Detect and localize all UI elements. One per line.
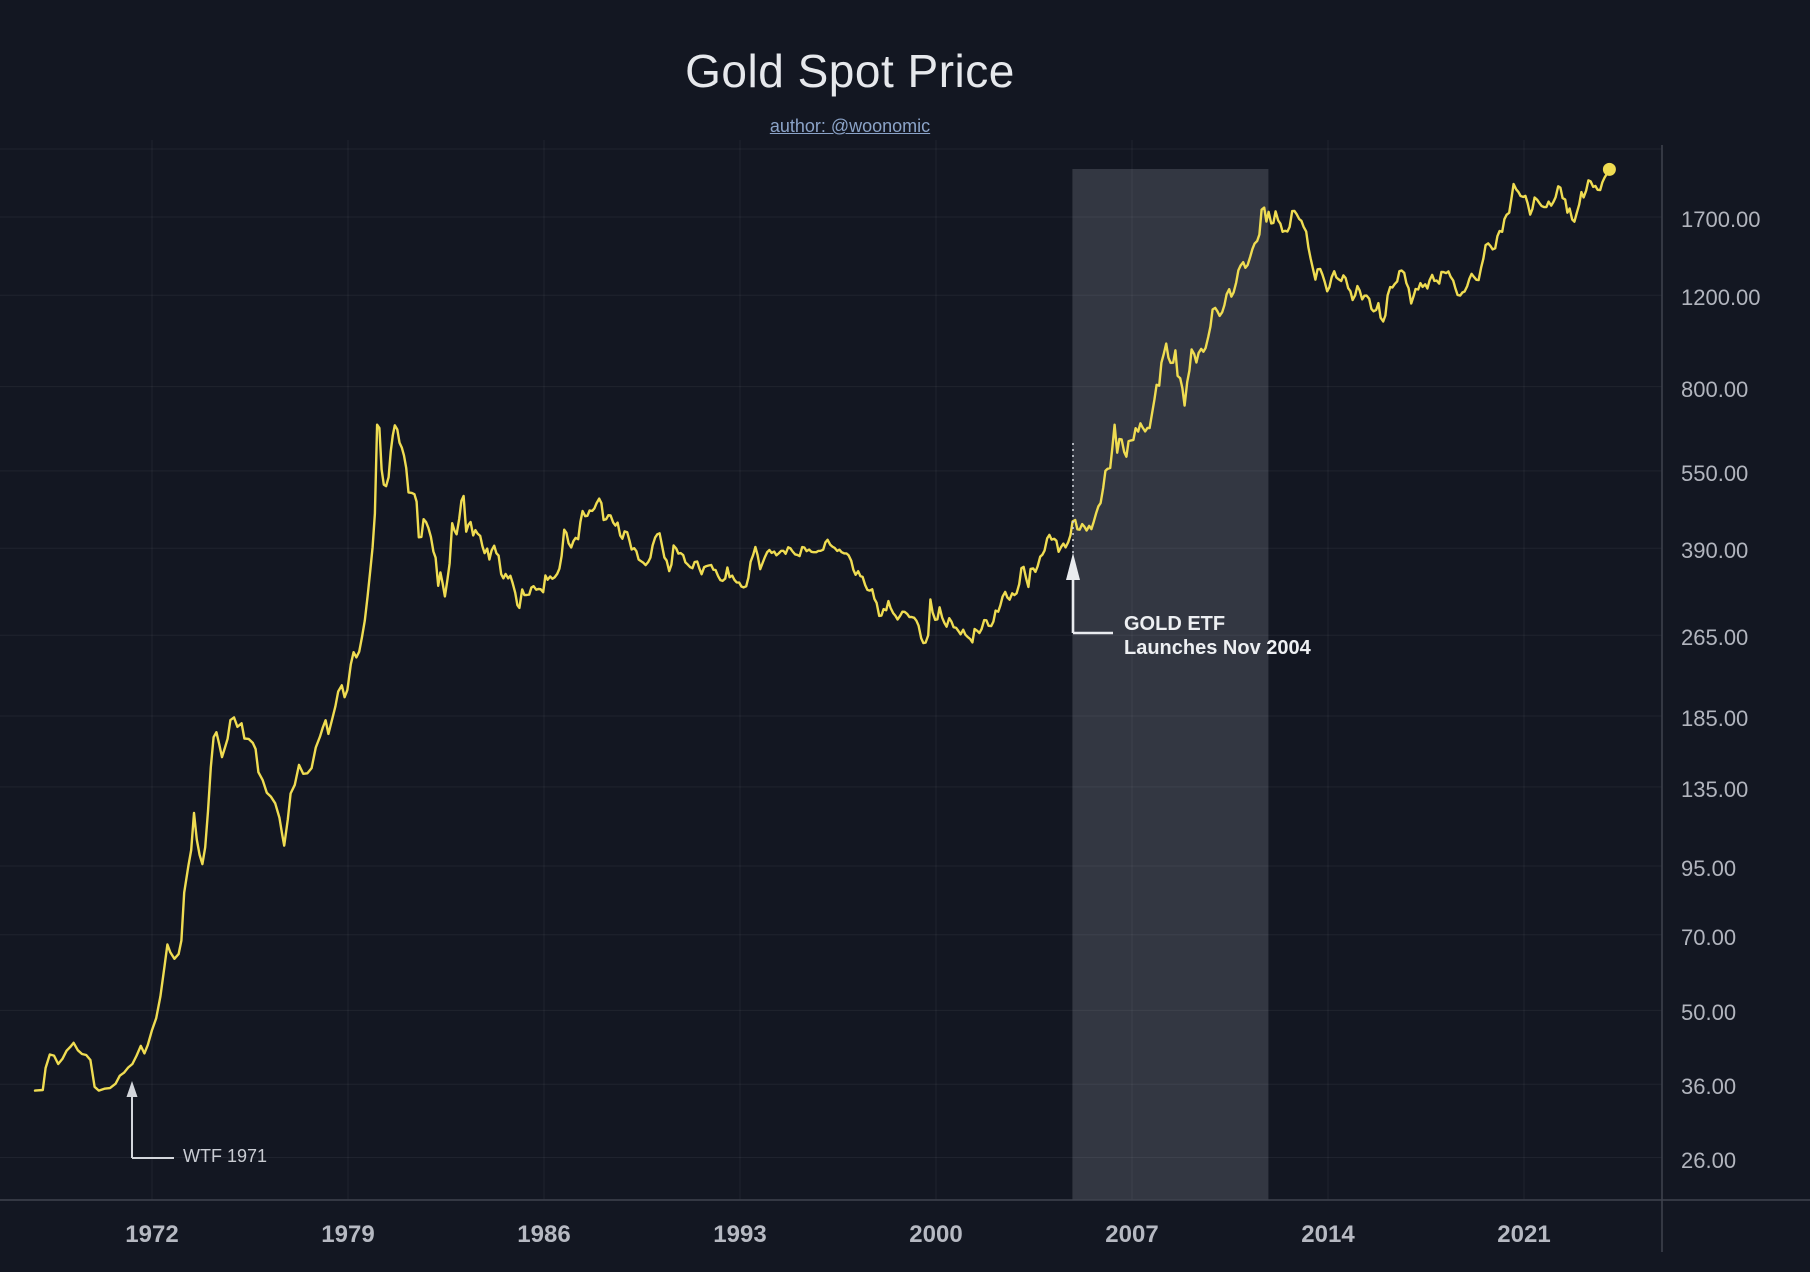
y-axis-label: 135.00 — [1681, 777, 1749, 802]
annotation-wtf-1971-label: WTF 1971 — [183, 1146, 268, 1166]
gold-etf-arrow — [1066, 443, 1113, 635]
wtf-1971-arrow — [126, 1081, 174, 1159]
last-price-marker — [1602, 162, 1616, 176]
y-axis-label: 800.00 — [1681, 377, 1749, 402]
annotation-gold-etf-line1: GOLD ETF — [1124, 613, 1226, 635]
x-axis-label: 2000 — [909, 1221, 963, 1248]
y-axis-label: 390.00 — [1681, 538, 1749, 563]
y-axis-label: 265.00 — [1681, 625, 1749, 650]
y-axis-label: 36.00 — [1681, 1074, 1737, 1099]
y-axis-label: 70.00 — [1681, 925, 1737, 950]
x-axis-label: 1986 — [517, 1221, 571, 1248]
axis-lines — [0, 145, 1810, 1252]
x-axis-label: 2021 — [1497, 1221, 1551, 1248]
etf-era-highlight-region — [1072, 169, 1269, 1200]
page-subtitle: author: @woonomic — [0, 116, 1700, 137]
x-axis-label: 1993 — [713, 1221, 767, 1248]
y-axis-label: 50.00 — [1681, 1000, 1737, 1025]
y-axis-label: 550.00 — [1681, 461, 1749, 486]
author-link[interactable]: author: @woonomic — [769, 116, 931, 136]
x-axis-label: 2007 — [1105, 1221, 1159, 1248]
y-axis-label: 1200.00 — [1681, 285, 1761, 310]
y-axis-label: 185.00 — [1681, 706, 1749, 731]
annotation-gold-etf-line2: Launches Nov 2004 — [1124, 637, 1311, 659]
annotation-gold-etf-label: GOLD ETF Launches Nov 2004 — [1124, 612, 1311, 660]
grid-lines — [0, 140, 1662, 1200]
gold-price-line — [33, 168, 1611, 1092]
y-axis-label: 95.00 — [1681, 856, 1737, 881]
y-axis-label: 1700.00 — [1681, 207, 1761, 232]
x-axis-label: 1979 — [321, 1221, 375, 1248]
x-axis-label: 1972 — [125, 1221, 179, 1248]
y-axis-label: 26.00 — [1681, 1148, 1737, 1173]
page-title: Gold Spot Price — [685, 45, 1015, 97]
x-axis-label: 2014 — [1301, 1221, 1355, 1248]
